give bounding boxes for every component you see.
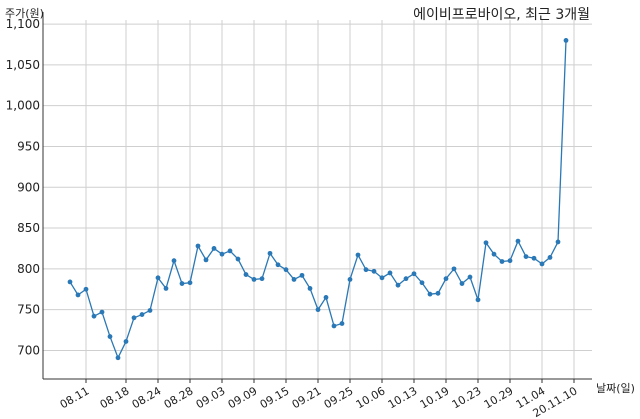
- data-point: [523, 254, 529, 260]
- y-tick-label: 800: [17, 262, 40, 276]
- data-point: [275, 262, 281, 268]
- data-point: [235, 256, 241, 262]
- data-point: [283, 267, 289, 273]
- y-tick-label: 900: [17, 180, 40, 194]
- data-point: [307, 286, 313, 291]
- data-point: [347, 277, 353, 282]
- data-point: [395, 282, 401, 288]
- data-point: [107, 334, 113, 339]
- data-point: [379, 275, 385, 281]
- data-point: [419, 280, 425, 286]
- x-tick-label: 09.03: [194, 384, 228, 411]
- data-point: [451, 266, 457, 272]
- data-point: [227, 248, 233, 254]
- y-tick-labels: 700 750 800 850 900 950 1,000 1,050 1,100: [6, 17, 40, 357]
- data-point: [555, 239, 561, 245]
- data-point: [195, 243, 201, 249]
- data-point: [491, 251, 497, 257]
- x-tick-label: 10.06: [354, 384, 388, 411]
- data-point: [443, 276, 449, 282]
- data-point: [355, 252, 361, 258]
- y-tick-label: 700: [17, 343, 40, 357]
- data-point: [203, 257, 209, 263]
- data-point: [259, 276, 265, 282]
- data-point: [515, 238, 521, 244]
- x-tick-label: 10.29: [482, 384, 516, 411]
- x-tick-labels: 08.11 08.1808.2408.2809.0309.0909.1509.21…: [58, 384, 580, 419]
- data-point: [323, 295, 329, 300]
- data-point: [267, 250, 273, 256]
- data-point: [507, 258, 513, 264]
- x-tick-label: 09.09: [226, 384, 260, 411]
- data-point: [563, 37, 569, 43]
- x-tick-label: 08.18: [98, 384, 132, 411]
- data-point: [163, 286, 169, 291]
- y-tick-label: 750: [17, 303, 40, 317]
- x-tick-label: 08.28: [162, 384, 196, 411]
- grid-lines: [43, 20, 592, 379]
- data-point: [211, 246, 217, 251]
- data-point: [435, 290, 441, 296]
- data-point: [547, 255, 553, 260]
- y-tick-label: 950: [17, 139, 40, 153]
- data-point: [75, 292, 81, 298]
- data-point: [427, 291, 433, 297]
- x-tick-label: 09.21: [290, 384, 324, 411]
- data-point: [123, 339, 129, 344]
- data-point: [251, 277, 257, 282]
- x-tick-label: 09.25: [322, 384, 356, 411]
- data-point: [179, 281, 185, 286]
- data-point: [131, 315, 137, 321]
- data-point: [315, 307, 321, 313]
- data-point: [483, 240, 489, 246]
- data-point: [83, 286, 89, 292]
- data-point: [403, 276, 409, 282]
- data-point: [459, 281, 465, 286]
- data-point: [499, 259, 505, 264]
- data-point: [99, 309, 105, 315]
- data-point: [187, 280, 193, 286]
- axes: [42, 12, 592, 383]
- data-point: [171, 258, 177, 264]
- x-tick-label: 10.13: [386, 384, 420, 411]
- data-point: [539, 261, 545, 267]
- x-tick-label: 09.15: [258, 384, 292, 411]
- data-point: [411, 271, 417, 277]
- data-point: [467, 274, 473, 280]
- data-point: [299, 272, 305, 278]
- price-points: [67, 37, 569, 361]
- chart-title: 에이비프로바이오, 최근 3개월: [413, 7, 590, 23]
- data-point: [363, 267, 369, 273]
- x-axis-label: 날짜(일): [596, 381, 635, 395]
- data-point: [67, 279, 73, 285]
- y-tick-label: 1,050: [6, 58, 40, 72]
- data-point: [339, 321, 345, 326]
- y-tick-label: 850: [17, 221, 40, 235]
- data-point: [147, 308, 153, 313]
- y-tick-label: 1,000: [6, 99, 40, 113]
- data-point: [139, 312, 145, 317]
- data-point: [155, 275, 161, 281]
- x-tick-label: 10.23: [450, 384, 484, 411]
- y-tick-label: 1,100: [6, 17, 40, 31]
- data-point: [91, 313, 97, 319]
- data-point: [387, 270, 393, 276]
- y-axis-label: 주가(원): [5, 7, 44, 20]
- data-point: [475, 297, 481, 303]
- x-tick-label: 08.11: [58, 384, 92, 411]
- data-point: [243, 272, 249, 277]
- data-point: [219, 251, 225, 257]
- data-point: [291, 277, 297, 282]
- data-point: [115, 355, 121, 361]
- data-point: [331, 323, 337, 329]
- data-point: [371, 268, 377, 274]
- x-tick-label: 08.24: [130, 384, 164, 411]
- x-tick-label: 10.19: [418, 384, 452, 411]
- data-point: [531, 255, 537, 261]
